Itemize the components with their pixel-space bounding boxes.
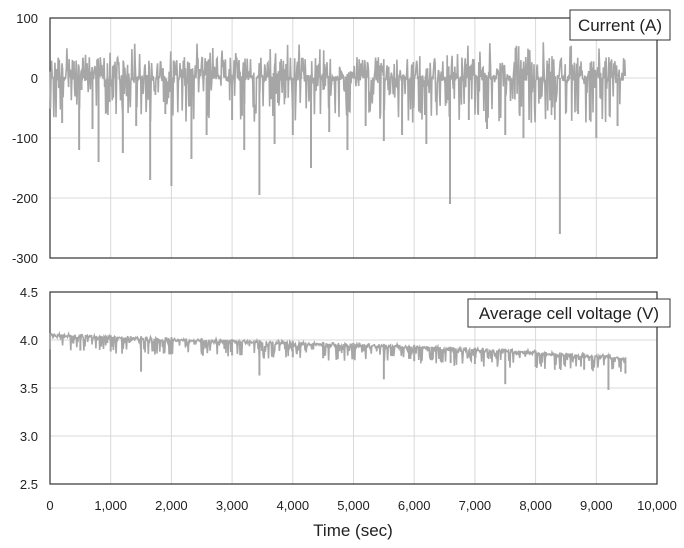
legend-label: Average cell voltage (V) [479,304,659,323]
x-tick-label: 8,000 [519,498,552,513]
y-tick-label: -300 [12,251,38,266]
current-panel: 100 0 -100 -200 -300 Current (A) [12,9,671,266]
x-tick-label: 10,000 [637,498,677,513]
series-line [49,330,627,372]
y-tick-label: 3.0 [20,429,38,444]
x-tick-label: 1,000 [94,498,127,513]
legend-box [467,298,671,328]
series-line [49,42,627,123]
voltage-panel: 4.5 4.0 3.5 3.0 2.5 Average cell voltage (V) [20,285,671,492]
y-tick-label: 4.5 [20,285,38,300]
x-tick-label: 6,000 [398,498,431,513]
y-tick-label: 4.0 [20,333,38,348]
time-axis: 0 1,000 2,000 3,000 4,000 5,000 6,000 7,000 8,00… [46,498,677,513]
y-tick-label: -100 [12,131,38,146]
y-tick-label: 3.5 [20,381,38,396]
legend-box [569,9,671,41]
y-tick-label: -200 [12,191,38,206]
x-tick-label: 9,000 [580,498,613,513]
x-tick-label: 4,000 [277,498,310,513]
x-axis-title: Time (sec) [313,521,393,540]
plot-frame [49,17,658,259]
y-tick-label: 2.5 [20,477,38,492]
y-tick-label: 100 [16,11,38,26]
plot-frame [49,291,658,485]
y-tick-label: 0 [31,71,38,86]
legend-label: Current (A) [578,16,662,35]
x-tick-label: 3,000 [216,498,249,513]
x-tick-label: 5,000 [337,498,370,513]
x-tick-label: 2,000 [155,498,188,513]
x-tick-label: 0 [46,498,53,513]
x-tick-label: 7,000 [459,498,492,513]
